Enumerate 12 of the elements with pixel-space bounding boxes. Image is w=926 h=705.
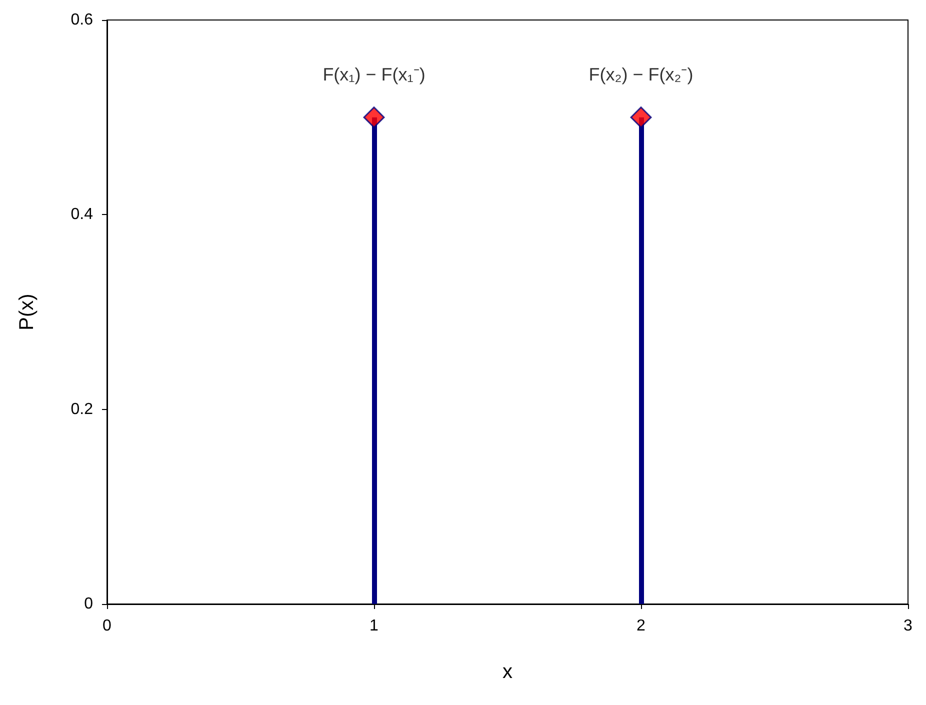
y-tick-label: 0 — [84, 596, 94, 612]
x-tick-label: 3 — [904, 618, 913, 634]
annotation: F(x₂) − F(x₂⁻) — [588, 64, 694, 84]
x-axis-title: x — [502, 661, 512, 683]
x-tick-label: 1 — [370, 618, 379, 634]
annotation: F(x₁) − F(x₁⁻) — [322, 64, 426, 84]
x-tick-label: 2 — [636, 618, 646, 634]
x-tick-label: 0 — [102, 618, 112, 634]
y-axis-title: P(x) — [16, 294, 38, 330]
y-tick-label: 0.4 — [70, 206, 94, 224]
y-tick-label: 0.2 — [70, 400, 94, 418]
y-tick-label: 0.6 — [70, 12, 94, 28]
